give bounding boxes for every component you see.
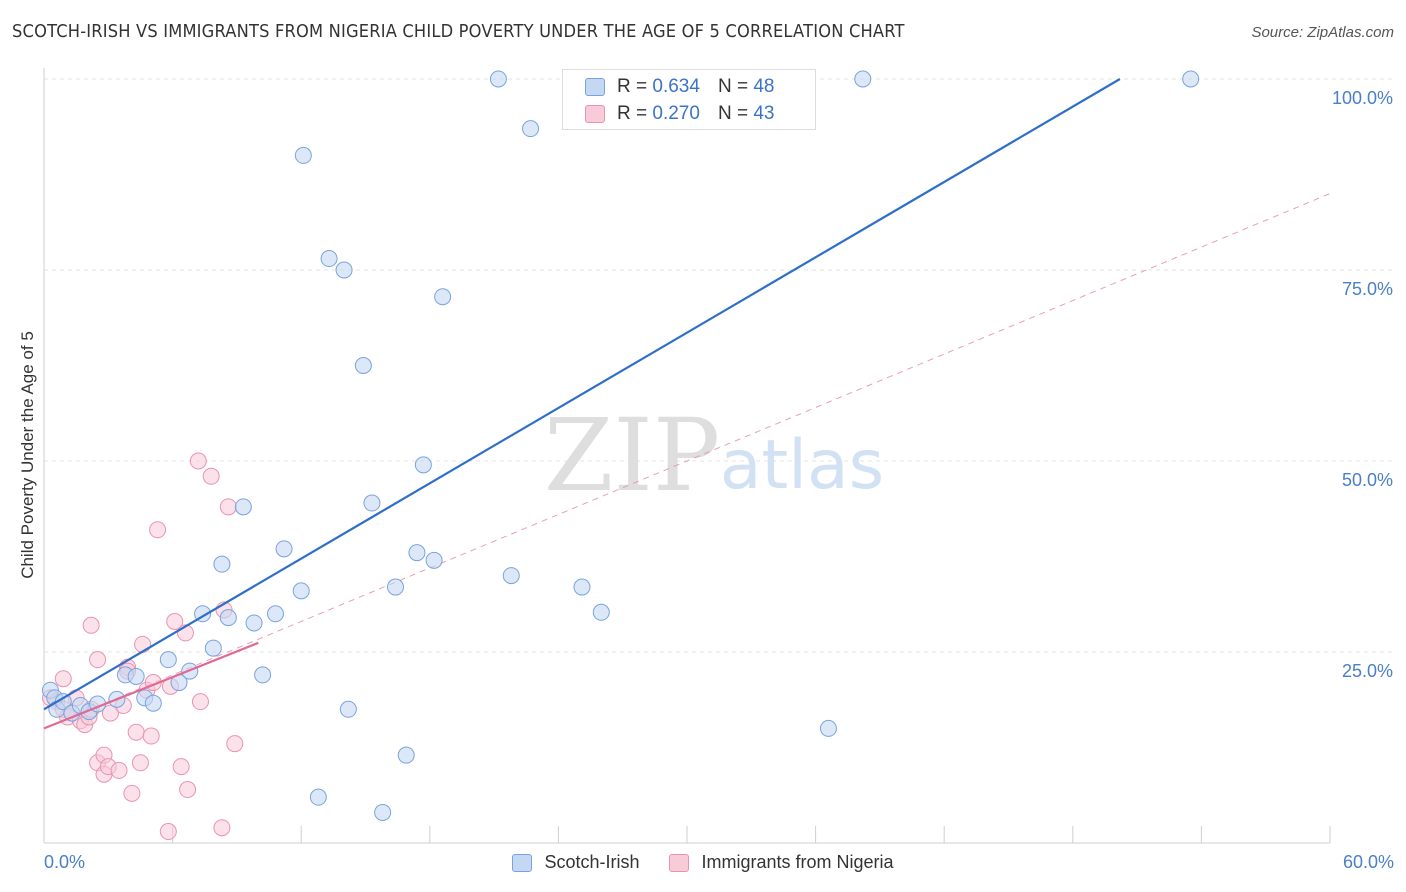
scotch-irish-swatch <box>585 78 605 96</box>
scotch-irish-point <box>1182 70 1200 88</box>
scotch-irish-point <box>309 788 327 806</box>
scotch-irish-point <box>292 582 310 600</box>
watermark-zip: ZIP <box>544 397 720 514</box>
legend-label-scotch-irish: Scotch-Irish <box>544 852 640 872</box>
r-label: R = <box>617 103 648 124</box>
scotch-irish-point <box>294 146 312 164</box>
scotch-irish-point <box>204 639 222 657</box>
scotch-irish-point <box>339 700 357 718</box>
nigeria-point <box>101 704 119 722</box>
nigeria-point <box>127 723 145 741</box>
nigeria-point <box>172 758 190 776</box>
nigeria-point <box>213 819 231 837</box>
scotch-irish-point <box>363 494 381 512</box>
scotch-irish-trendline <box>43 78 1121 711</box>
legend-item-scotch-irish: Scotch-Irish <box>512 852 639 873</box>
scotch-irish-point <box>434 288 452 306</box>
scotch-irish-point <box>254 666 272 684</box>
scotch-irish-point <box>592 603 610 621</box>
nigeria-trendline <box>43 641 259 730</box>
scotch-irish-point <box>502 567 520 585</box>
source-label: Source: ZipAtlas.com <box>1251 24 1394 41</box>
nigeria-trendline-extension <box>43 193 1331 729</box>
scotch-irish-point <box>408 544 426 562</box>
scotch-irish-point <box>819 719 837 737</box>
y-tick-label: 50.0% <box>1342 470 1393 490</box>
nigeria-point <box>134 635 152 653</box>
stats-row-scotch-irish: R = 0.634 N = 48 <box>585 74 774 100</box>
watermark-atlas: atlas <box>720 426 884 505</box>
scotch-irish-point <box>245 614 263 632</box>
nigeria-point <box>82 616 100 634</box>
r-label: R = <box>617 76 648 97</box>
nigeria-legend-swatch <box>669 853 690 872</box>
scotch-irish-legend-swatch <box>512 853 533 872</box>
r-value: 0.270 <box>652 103 700 124</box>
nigeria-point <box>189 452 207 470</box>
scotch-irish-point <box>354 357 372 374</box>
n-value: 43 <box>753 103 775 124</box>
nigeria-point <box>159 823 177 841</box>
scotch-irish-point <box>374 803 392 821</box>
scotch-irish-point <box>213 555 231 573</box>
r-value: 0.634 <box>652 76 700 97</box>
y-tick-label: 75.0% <box>1342 279 1393 299</box>
scotch-irish-point <box>573 578 591 596</box>
x-tick-label-min: 0.0% <box>44 852 86 872</box>
nigeria-point <box>131 754 149 772</box>
scotch-irish-point <box>127 667 145 685</box>
y-tick-label: 100.0% <box>1332 88 1393 108</box>
nigeria-point <box>89 651 107 669</box>
scotch-irish-point <box>522 120 540 138</box>
n-label: N = <box>717 103 749 124</box>
legend-item-nigeria: Immigrants from Nigeria <box>669 852 894 873</box>
y-tick-label: 25.0% <box>1342 661 1393 681</box>
scotch-irish-point <box>854 70 872 88</box>
nigeria-swatch <box>585 105 605 123</box>
chart-title: SCOTCH-IRISH VS IMMIGRANTS FROM NIGERIA … <box>12 22 905 42</box>
nigeria-point <box>202 467 220 485</box>
x-tick-label-max: 60.0% <box>1342 852 1394 872</box>
scotch-irish-point <box>219 609 237 627</box>
scotch-irish-point <box>387 578 405 596</box>
nigeria-point <box>123 784 141 802</box>
scotch-irish-point <box>159 651 177 669</box>
series-legend: Scotch-Irish Immigrants from Nigeria <box>0 852 1406 873</box>
stats-row-nigeria: R = 0.270 N = 43 <box>585 101 774 127</box>
scotch-irish-point <box>414 456 432 474</box>
nigeria-point <box>179 781 197 799</box>
nigeria-point <box>142 727 160 745</box>
nigeria-point <box>219 498 237 516</box>
scotch-irish-point <box>275 540 293 558</box>
scotch-irish-point <box>266 605 284 623</box>
n-label: N = <box>717 76 749 97</box>
scotch-irish-point <box>489 70 507 88</box>
legend-label-nigeria: Immigrants from Nigeria <box>701 852 894 872</box>
nigeria-point <box>191 693 209 711</box>
scotch-irish-point <box>425 551 443 569</box>
nigeria-point <box>166 612 184 630</box>
scotch-irish-point <box>397 746 415 764</box>
scotch-irish-point <box>335 261 353 279</box>
scotch-irish-point <box>144 694 162 712</box>
nigeria-point <box>149 521 167 539</box>
stats-legend: R = 0.634 N = 48 R = 0.270 N = 43 <box>562 69 816 130</box>
scotch-irish-point <box>234 498 252 516</box>
scotch-irish-point <box>320 250 338 268</box>
n-value: 48 <box>753 76 775 97</box>
nigeria-point <box>110 761 128 779</box>
nigeria-point <box>54 670 72 688</box>
nigeria-point <box>226 735 244 753</box>
